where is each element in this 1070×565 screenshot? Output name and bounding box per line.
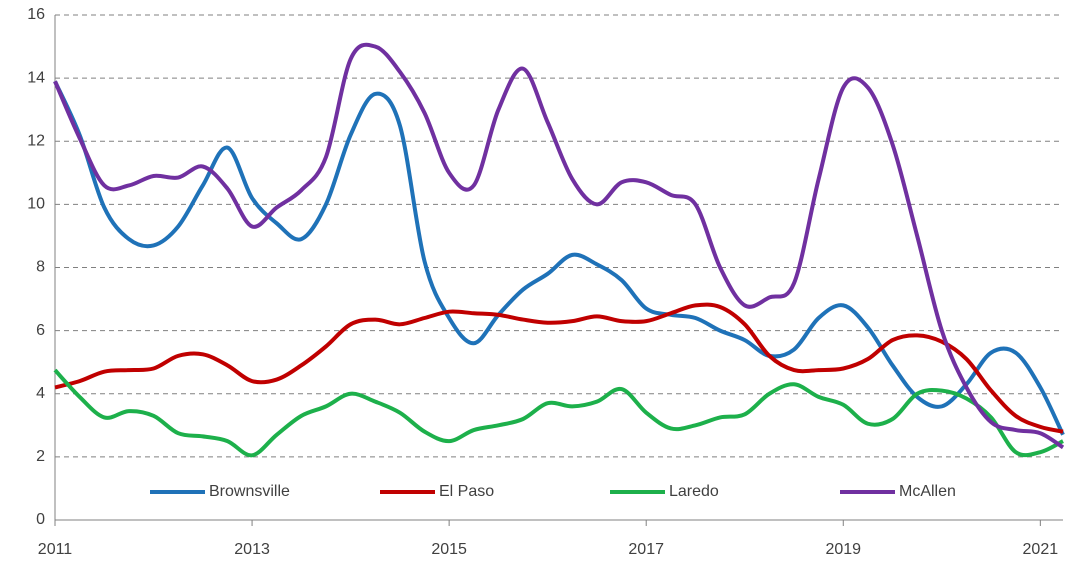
y-tick-label: 0: [36, 511, 45, 528]
x-tick-label: 2017: [628, 541, 664, 558]
legend-label: El Paso: [439, 483, 494, 500]
y-tick-label: 12: [27, 132, 45, 149]
y-tick-label: 8: [36, 259, 45, 276]
series-line: [53, 368, 1064, 458]
series-line: [53, 42, 1065, 450]
x-tick-label: 2011: [38, 541, 73, 558]
series-line: [54, 302, 1064, 434]
x-tick-label: 2013: [234, 541, 270, 558]
x-tick-label: 2019: [825, 541, 861, 558]
legend-label: Laredo: [669, 483, 719, 500]
y-tick-label: 10: [27, 196, 45, 213]
x-tick-label: 2021: [1023, 541, 1059, 558]
y-tick-label: 6: [36, 322, 45, 339]
y-tick-label: 16: [27, 6, 45, 23]
y-tick-label: 14: [27, 69, 45, 86]
y-tick-label: 2: [36, 448, 45, 465]
legend-label: McAllen: [899, 483, 956, 500]
y-tick-label: 4: [36, 385, 45, 402]
x-tick-label: 2015: [431, 541, 467, 558]
series-line: [53, 80, 1065, 436]
legend-label: Brownsville: [209, 483, 290, 500]
